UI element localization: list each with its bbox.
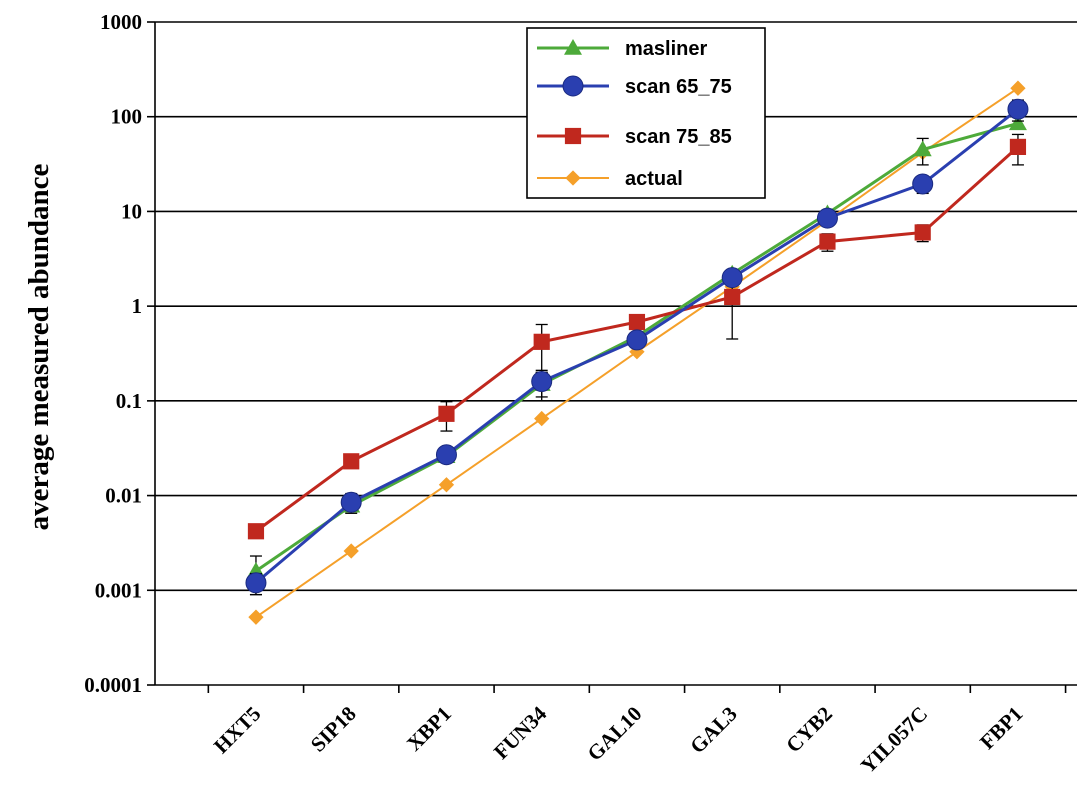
data-point bbox=[247, 523, 265, 540]
data-point bbox=[1009, 138, 1027, 156]
x-tick-label: HXT5 bbox=[209, 702, 266, 759]
data-point bbox=[1007, 98, 1029, 120]
legend-label: scan 65_75 bbox=[625, 76, 732, 98]
series-scan-65-75 bbox=[245, 98, 1029, 596]
data-point bbox=[245, 572, 267, 594]
data-point bbox=[531, 371, 553, 393]
y-tick-label: 0.0001 bbox=[84, 673, 142, 697]
data-point bbox=[534, 410, 550, 427]
data-point bbox=[248, 609, 264, 625]
legend-item-actual: actual bbox=[537, 168, 683, 190]
data-point bbox=[628, 313, 646, 331]
data-point bbox=[343, 543, 359, 559]
legend-item-scan-75-85: scan 75_85 bbox=[537, 126, 732, 148]
data-point bbox=[914, 224, 931, 241]
legend-label: masliner bbox=[625, 38, 707, 60]
data-point bbox=[340, 491, 362, 513]
data-point bbox=[343, 453, 360, 470]
legend-marker bbox=[564, 39, 582, 55]
x-tick-label: YIL057C bbox=[856, 702, 932, 778]
data-point bbox=[816, 207, 838, 229]
data-point bbox=[438, 477, 455, 493]
data-point bbox=[435, 444, 457, 466]
x-tick-label: XBP1 bbox=[402, 702, 456, 756]
y-tick-label: 1000 bbox=[100, 10, 142, 34]
x-tick-label: FUN34 bbox=[489, 701, 552, 764]
x-tick-label: FBP1 bbox=[975, 702, 1027, 754]
y-tick-label: 1 bbox=[132, 294, 143, 318]
legend-label: scan 75_85 bbox=[625, 126, 732, 148]
gridlines bbox=[147, 21, 1077, 693]
y-tick-label: 100 bbox=[111, 105, 143, 129]
x-tick-labels: HXT5 SIP18 XBP1 FUN34 GAL10 GAL3 CYB2 YIL057C FB… bbox=[209, 701, 1028, 778]
legend-item-masliner: masliner bbox=[537, 38, 707, 60]
x-tick-label: SIP18 bbox=[306, 702, 361, 757]
data-point bbox=[721, 267, 743, 289]
legend-marker bbox=[565, 170, 581, 186]
x-tick-label: CYB2 bbox=[781, 702, 837, 758]
data-point bbox=[819, 233, 836, 250]
x-tick-label: GAL3 bbox=[685, 702, 742, 759]
data-point bbox=[626, 329, 648, 351]
legend-item-scan-65-75: scan 65_75 bbox=[537, 75, 732, 98]
data-point bbox=[913, 140, 932, 157]
y-axis-label: average measured abundance bbox=[23, 163, 55, 530]
legend-marker bbox=[564, 127, 582, 145]
y-tick-label: 0.01 bbox=[105, 484, 142, 508]
y-tick-label: 10 bbox=[121, 199, 142, 223]
data-point bbox=[1008, 114, 1027, 131]
data-point bbox=[912, 173, 934, 195]
legend-marker bbox=[562, 75, 584, 97]
data-point bbox=[533, 333, 550, 350]
x-tick-label: GAL10 bbox=[582, 702, 646, 766]
y-tick-label: 0.1 bbox=[116, 389, 142, 413]
y-tick-labels: 0.0001 0.001 0.01 0.1 1 10 100 1000 bbox=[84, 10, 142, 697]
legend-label: actual bbox=[625, 168, 683, 190]
legend-box bbox=[526, 27, 766, 199]
series-scan-75-85 bbox=[247, 133, 1027, 540]
data-point bbox=[1010, 80, 1026, 96]
data-point bbox=[438, 405, 455, 422]
series-layer bbox=[245, 80, 1029, 625]
data-point bbox=[724, 288, 741, 306]
y-tick-label: 0.001 bbox=[95, 578, 142, 602]
